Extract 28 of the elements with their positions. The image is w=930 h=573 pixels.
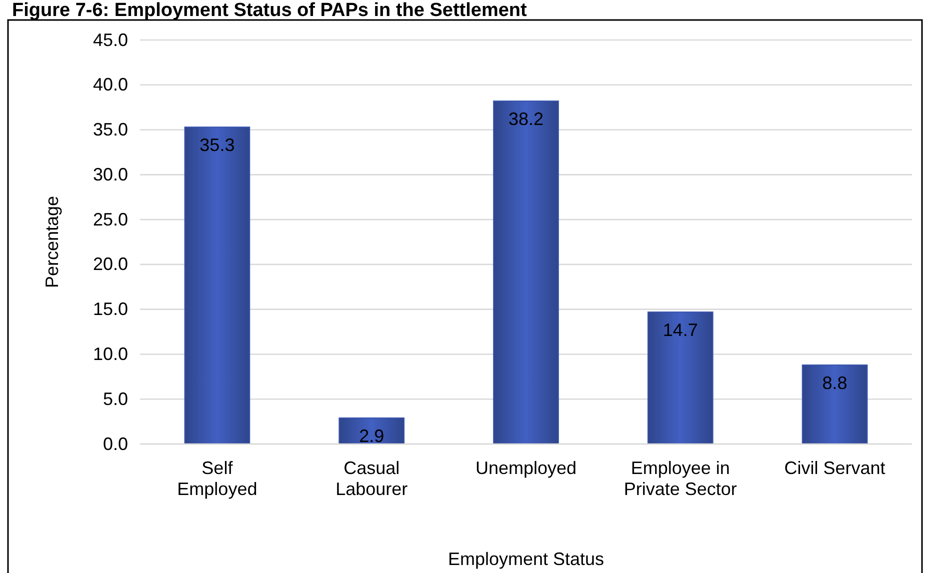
data-label: 38.2 [508, 109, 544, 130]
x-tick-label: Employee in Private Sector [624, 458, 737, 499]
y-axis-title: Percentage [42, 196, 62, 288]
y-tick-label: 40.0 [92, 74, 128, 95]
x-tick-label: Unemployed [475, 458, 577, 478]
bar [493, 100, 559, 444]
bar [184, 126, 250, 444]
data-label: 35.3 [200, 135, 235, 156]
data-label: 2.9 [359, 426, 384, 446]
x-tick-label: Self Employed [177, 458, 258, 499]
y-tick-label: 15.0 [92, 299, 128, 320]
x-axis-title: Employment Status [448, 549, 604, 569]
data-label: 8.8 [822, 372, 848, 393]
y-tick-label: 45.0 [92, 30, 128, 50]
y-tick-label: 0.0 [102, 434, 128, 454]
y-tick-label: 35.0 [92, 120, 128, 140]
y-tick-label: 5.0 [102, 388, 128, 409]
y-tick-label: 30.0 [92, 164, 128, 184]
x-tick-label: Casual Labourer [336, 458, 408, 499]
y-tick-label: 25.0 [92, 209, 128, 230]
chart-title: Figure 7-6: Employment Status of PAPs in the Settlement [12, 0, 528, 21]
y-tick-label: 20.0 [92, 254, 128, 274]
data-label: 14.7 [662, 320, 698, 340]
bar [647, 312, 714, 444]
x-tick-label: Civil Servant [784, 458, 886, 478]
bar [338, 417, 405, 444]
bar [802, 364, 868, 444]
y-tick-label: 10.0 [92, 344, 128, 364]
